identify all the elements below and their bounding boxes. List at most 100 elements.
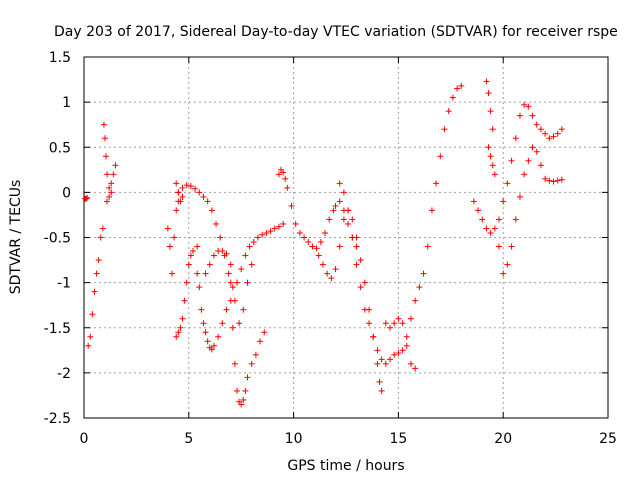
data-point — [169, 270, 176, 277]
data-point — [292, 220, 299, 227]
x-tick-label: 15 — [389, 431, 407, 447]
data-point — [512, 216, 519, 223]
x-tick-label: 25 — [599, 431, 617, 447]
data-point — [558, 126, 565, 133]
data-point — [275, 171, 282, 178]
data-point — [500, 270, 507, 277]
data-point — [227, 279, 234, 286]
data-point — [336, 180, 343, 187]
data-point — [345, 220, 352, 227]
data-point — [288, 202, 295, 209]
data-point — [508, 157, 515, 164]
data-point — [328, 275, 335, 282]
data-point — [210, 252, 217, 259]
data-point — [173, 333, 180, 340]
data-point — [489, 126, 496, 133]
data-point — [89, 311, 96, 318]
data-point — [219, 248, 226, 255]
data-point — [250, 239, 257, 246]
data-point — [382, 360, 389, 367]
data-point — [103, 153, 110, 160]
data-point — [252, 351, 259, 358]
data-point — [537, 162, 544, 169]
data-point — [187, 183, 194, 190]
data-point — [512, 135, 519, 142]
data-point — [407, 315, 414, 322]
data-point — [242, 387, 249, 394]
data-point — [491, 225, 498, 232]
tick-labels: 0 5 10 15 20 25 1.5 1 0.5 0 -0.5 -1 -1.5 -2 -2.5 — [44, 50, 617, 447]
data-point — [387, 324, 394, 331]
x-tick-label: 10 — [285, 431, 303, 447]
data-point — [345, 207, 352, 214]
data-point — [542, 130, 549, 137]
data-point — [391, 351, 398, 358]
data-point — [449, 94, 456, 101]
data-point — [483, 78, 490, 85]
data-point — [496, 216, 503, 223]
data-point — [533, 148, 540, 155]
data-point — [200, 193, 207, 200]
data-point — [521, 101, 528, 108]
data-point — [376, 378, 383, 385]
data-point — [229, 284, 236, 291]
data-point — [234, 387, 241, 394]
data-point — [112, 162, 119, 169]
data-point — [301, 234, 308, 241]
data-point — [97, 234, 104, 241]
data-point — [259, 231, 266, 238]
data-point — [361, 279, 368, 286]
y-tick-label: 1 — [62, 95, 71, 111]
data-point — [407, 360, 414, 367]
data-point — [554, 130, 561, 137]
data-point — [445, 108, 452, 115]
data-point — [192, 185, 199, 192]
data-point — [194, 270, 201, 277]
data-point — [336, 243, 343, 250]
data-point — [491, 171, 498, 178]
data-point — [412, 297, 419, 304]
data-point — [322, 229, 329, 236]
data-point — [487, 108, 494, 115]
data-point — [529, 144, 536, 151]
data-point — [516, 193, 523, 200]
data-point — [366, 320, 373, 327]
data-point — [240, 306, 247, 313]
data-point — [508, 243, 515, 250]
data-point — [234, 279, 241, 286]
data-point — [315, 252, 322, 259]
data-point — [349, 234, 356, 241]
data-point — [340, 216, 347, 223]
data-point — [546, 177, 553, 184]
data-point — [236, 320, 243, 327]
data-point — [284, 184, 291, 191]
data-point — [454, 85, 461, 92]
data-point — [441, 126, 448, 133]
data-point — [349, 216, 356, 223]
x-tick-label: 5 — [184, 431, 193, 447]
data-point — [210, 342, 217, 349]
data-point — [403, 342, 410, 349]
data-point — [424, 243, 431, 250]
data-point — [475, 207, 482, 214]
data-point — [280, 169, 287, 176]
data-point — [357, 284, 364, 291]
data-point — [91, 288, 98, 295]
data-point — [202, 329, 209, 336]
data-point — [529, 112, 536, 119]
axis-ticks — [83, 56, 609, 419]
data-point — [87, 333, 94, 340]
data-point — [183, 279, 190, 286]
data-point — [313, 245, 320, 252]
data-point — [229, 324, 236, 331]
data-point — [554, 177, 561, 184]
data-point — [403, 333, 410, 340]
data-point — [164, 225, 171, 232]
data-point — [104, 198, 111, 205]
data-point — [200, 320, 207, 327]
data-point — [546, 135, 553, 142]
data-point — [83, 195, 90, 202]
data-point — [99, 225, 106, 232]
data-point — [374, 347, 381, 354]
data-point — [332, 266, 339, 273]
